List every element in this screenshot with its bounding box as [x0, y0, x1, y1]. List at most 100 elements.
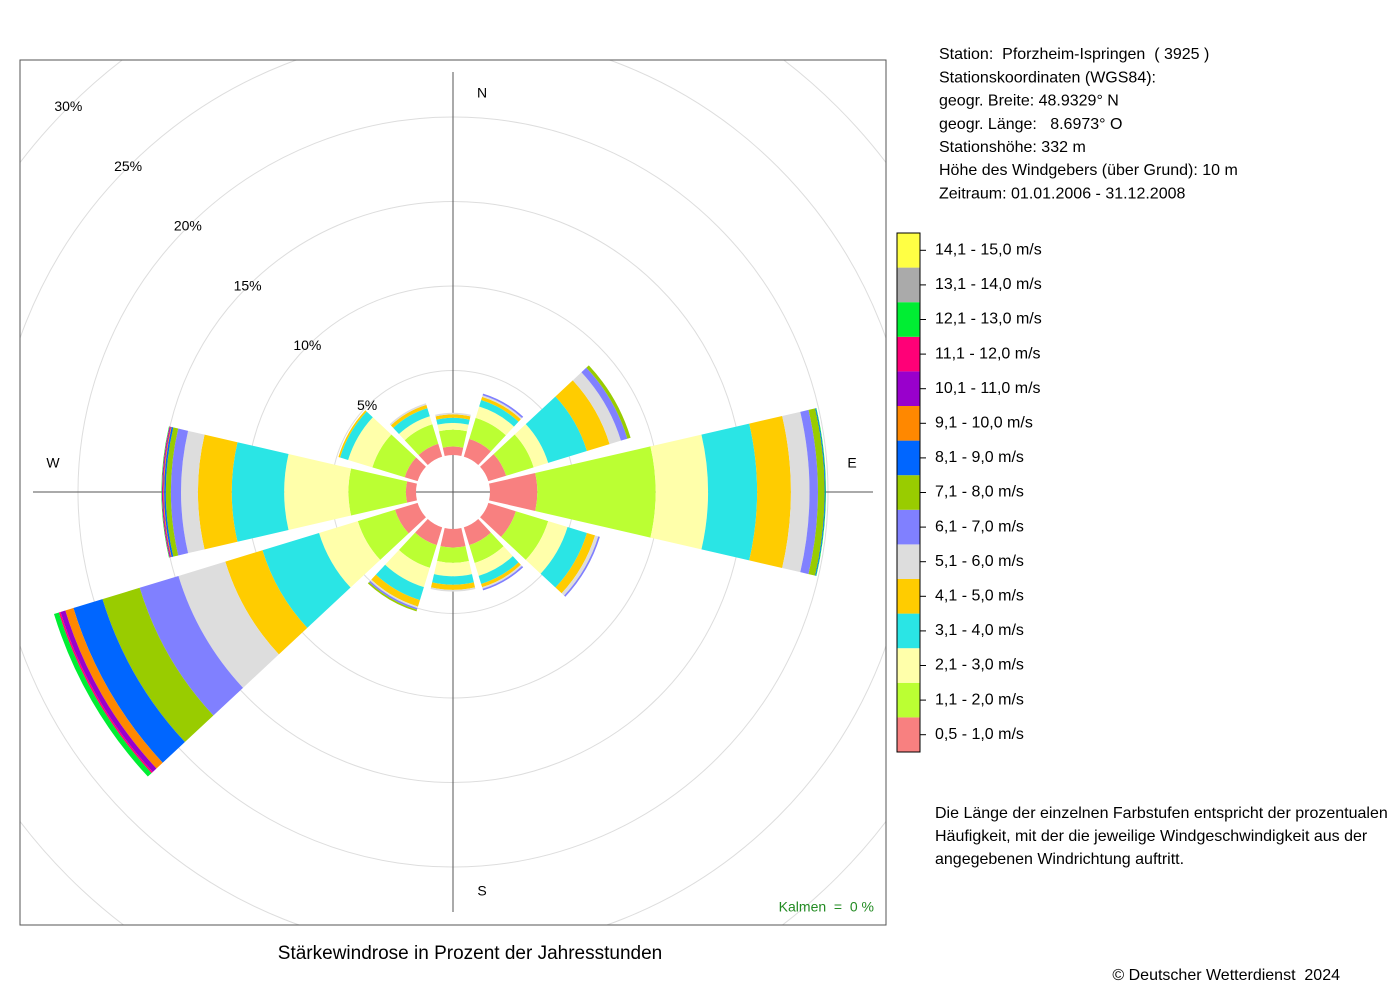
wedge-segment [474, 546, 513, 576]
legend-swatch [897, 475, 920, 510]
wedge-segment [535, 446, 656, 538]
wedge-segment [404, 424, 439, 456]
wedge-segment [338, 410, 367, 458]
legend-frame [896, 232, 921, 753]
wedge-segment [440, 528, 466, 548]
wedge-segment [701, 423, 758, 561]
wedge-segment [389, 403, 427, 426]
r-tick-label: 5% [357, 397, 377, 413]
legend-label: 14,1 - 15,0 m/s [935, 242, 1042, 259]
wedge-segment [385, 549, 430, 588]
wedge-segment [161, 426, 170, 558]
wedges [53, 365, 826, 777]
wedge-segment [418, 443, 443, 465]
wedge-segment [178, 561, 279, 688]
wedge-segment [368, 580, 418, 610]
wedge-segment [482, 395, 523, 420]
wedge-segment [434, 560, 472, 577]
legend-swatch [897, 440, 920, 476]
wedge-segment [60, 610, 157, 772]
wedge-segment [481, 562, 521, 588]
wedge-segment [262, 532, 351, 628]
wedge-segment [348, 417, 392, 468]
station-info: geogr. Breite: 48.9329° N [939, 93, 1119, 110]
legend-swatch [897, 371, 920, 406]
wedge-segment [415, 519, 443, 546]
wedge-segment [437, 546, 469, 563]
wedge-segment [475, 406, 514, 436]
wedge-segment [435, 412, 471, 417]
legend-label: 3,1 - 4,0 m/s [935, 622, 1024, 639]
wedge-segment [479, 400, 519, 427]
wedge-segment [561, 535, 599, 596]
r-tick-label: 30% [54, 98, 82, 114]
wedge-segment [463, 438, 491, 465]
wedge-segment [586, 365, 631, 439]
legend-swatch [897, 544, 920, 579]
station-info: Höhe des Windgebers (über Grund): 10 m [939, 162, 1238, 179]
station-info: Station: Pforzheim-Ispringen ( 3925 ) [939, 46, 1209, 63]
wedge-segment [469, 417, 506, 452]
wedge-segment [430, 582, 476, 590]
wedge-segment [102, 587, 214, 742]
legend-swatch [897, 336, 920, 372]
wedge-segment [197, 434, 238, 550]
wedge-segment [432, 574, 474, 585]
wedge-segment [489, 473, 538, 511]
legend-swatch [897, 509, 920, 545]
chart-title: Stärkewindrose in Prozent der Jahresstun… [278, 943, 662, 964]
wedge-segment [438, 429, 468, 448]
wedge-segment [181, 430, 205, 554]
wedge-segment [371, 574, 420, 607]
legend-swatch [897, 267, 920, 303]
wedge-segment [782, 411, 810, 573]
legend-swatch [897, 682, 920, 718]
direction-label: N [477, 85, 487, 101]
legend-label: 2,1 - 3,0 m/s [935, 657, 1024, 674]
legend-label: 8,1 - 9,0 m/s [935, 449, 1024, 466]
legend-label: 12,1 - 13,0 m/s [935, 311, 1042, 328]
station-info: Stationskoordinaten (WGS84): [939, 69, 1156, 86]
wedge-segment [435, 414, 471, 420]
wedge-segment [481, 396, 521, 422]
copyright: © Deutscher Wetterdienst 2024 [1112, 967, 1340, 984]
r-tick-label: 10% [293, 337, 321, 353]
wedge-segment [540, 527, 587, 588]
wedge-segment [165, 427, 179, 557]
legend-swatch [897, 233, 920, 268]
legend-label: 0,5 - 1,0 m/s [935, 726, 1024, 743]
wedge-segment [139, 575, 244, 716]
wedge-segment [73, 599, 185, 763]
wedge-segment [398, 532, 437, 568]
wedge-segment [430, 587, 476, 592]
legend-label: 9,1 - 10,0 m/s [935, 415, 1033, 432]
wedge-segment [480, 454, 507, 482]
wedge-segment [367, 582, 417, 612]
wedge-segment [394, 502, 426, 534]
legend-label: 6,1 - 7,0 m/s [935, 518, 1024, 535]
wedge-segment [393, 408, 430, 435]
legend-label: 11,1 - 12,0 m/s [935, 345, 1041, 362]
legend-label: 13,1 - 14,0 m/s [935, 276, 1042, 293]
wedge-segment [478, 556, 519, 584]
wedge-segment [53, 612, 152, 777]
wedge-segment [161, 426, 170, 558]
station-info: geogr. Länge: 8.6973° O [939, 116, 1122, 133]
direction-label: E [847, 455, 856, 471]
legend-label: 4,1 - 5,0 m/s [935, 588, 1024, 605]
wedge-segment [749, 416, 791, 568]
description: Die Länge der einzelnen Farbstufen entsp… [935, 805, 1388, 822]
wedge-segment [555, 532, 596, 594]
wedge-segment [815, 408, 826, 576]
wedge-segment [815, 408, 826, 576]
wedge-segment [480, 502, 516, 537]
r-tick-label: 25% [114, 158, 142, 174]
wedge-segment [463, 519, 491, 546]
wedge-segment [482, 393, 524, 418]
station-info: Stationshöhe: 332 m [939, 139, 1086, 156]
description: Häufigkeit, mit der die jeweilige Windge… [935, 828, 1368, 845]
legend-label: 5,1 - 6,0 m/s [935, 553, 1024, 570]
wedge-segment [231, 442, 289, 542]
wedge-segment [555, 380, 610, 452]
wedge-segment [437, 422, 469, 432]
